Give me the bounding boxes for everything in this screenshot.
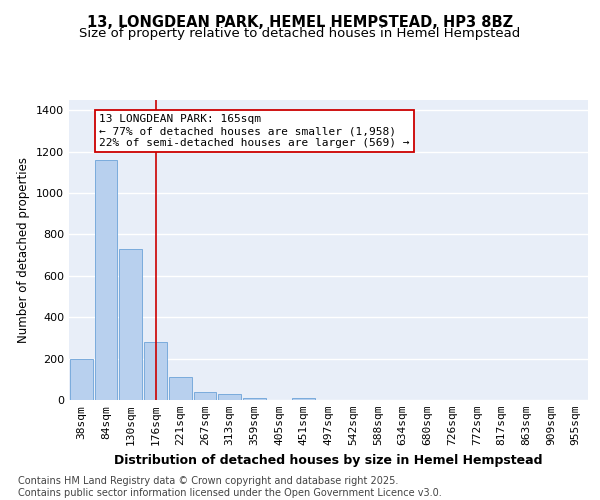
Bar: [194, 392, 216, 400]
Text: 13, LONGDEAN PARK, HEMEL HEMPSTEAD, HP3 8BZ: 13, LONGDEAN PARK, HEMEL HEMPSTEAD, HP3 …: [87, 15, 513, 30]
X-axis label: Distribution of detached houses by size in Hemel Hempstead: Distribution of detached houses by size …: [114, 454, 543, 466]
Bar: [70, 358, 93, 400]
Bar: [292, 398, 315, 400]
Text: Contains HM Land Registry data © Crown copyright and database right 2025.
Contai: Contains HM Land Registry data © Crown c…: [18, 476, 442, 498]
Text: Size of property relative to detached houses in Hemel Hempstead: Size of property relative to detached ho…: [79, 28, 521, 40]
Bar: [169, 377, 191, 400]
Bar: [119, 249, 142, 400]
Bar: [95, 160, 118, 400]
Bar: [243, 398, 266, 400]
Bar: [218, 394, 241, 400]
Y-axis label: Number of detached properties: Number of detached properties: [17, 157, 31, 343]
Text: 13 LONGDEAN PARK: 165sqm
← 77% of detached houses are smaller (1,958)
22% of sem: 13 LONGDEAN PARK: 165sqm ← 77% of detach…: [99, 114, 410, 148]
Bar: [144, 342, 167, 400]
